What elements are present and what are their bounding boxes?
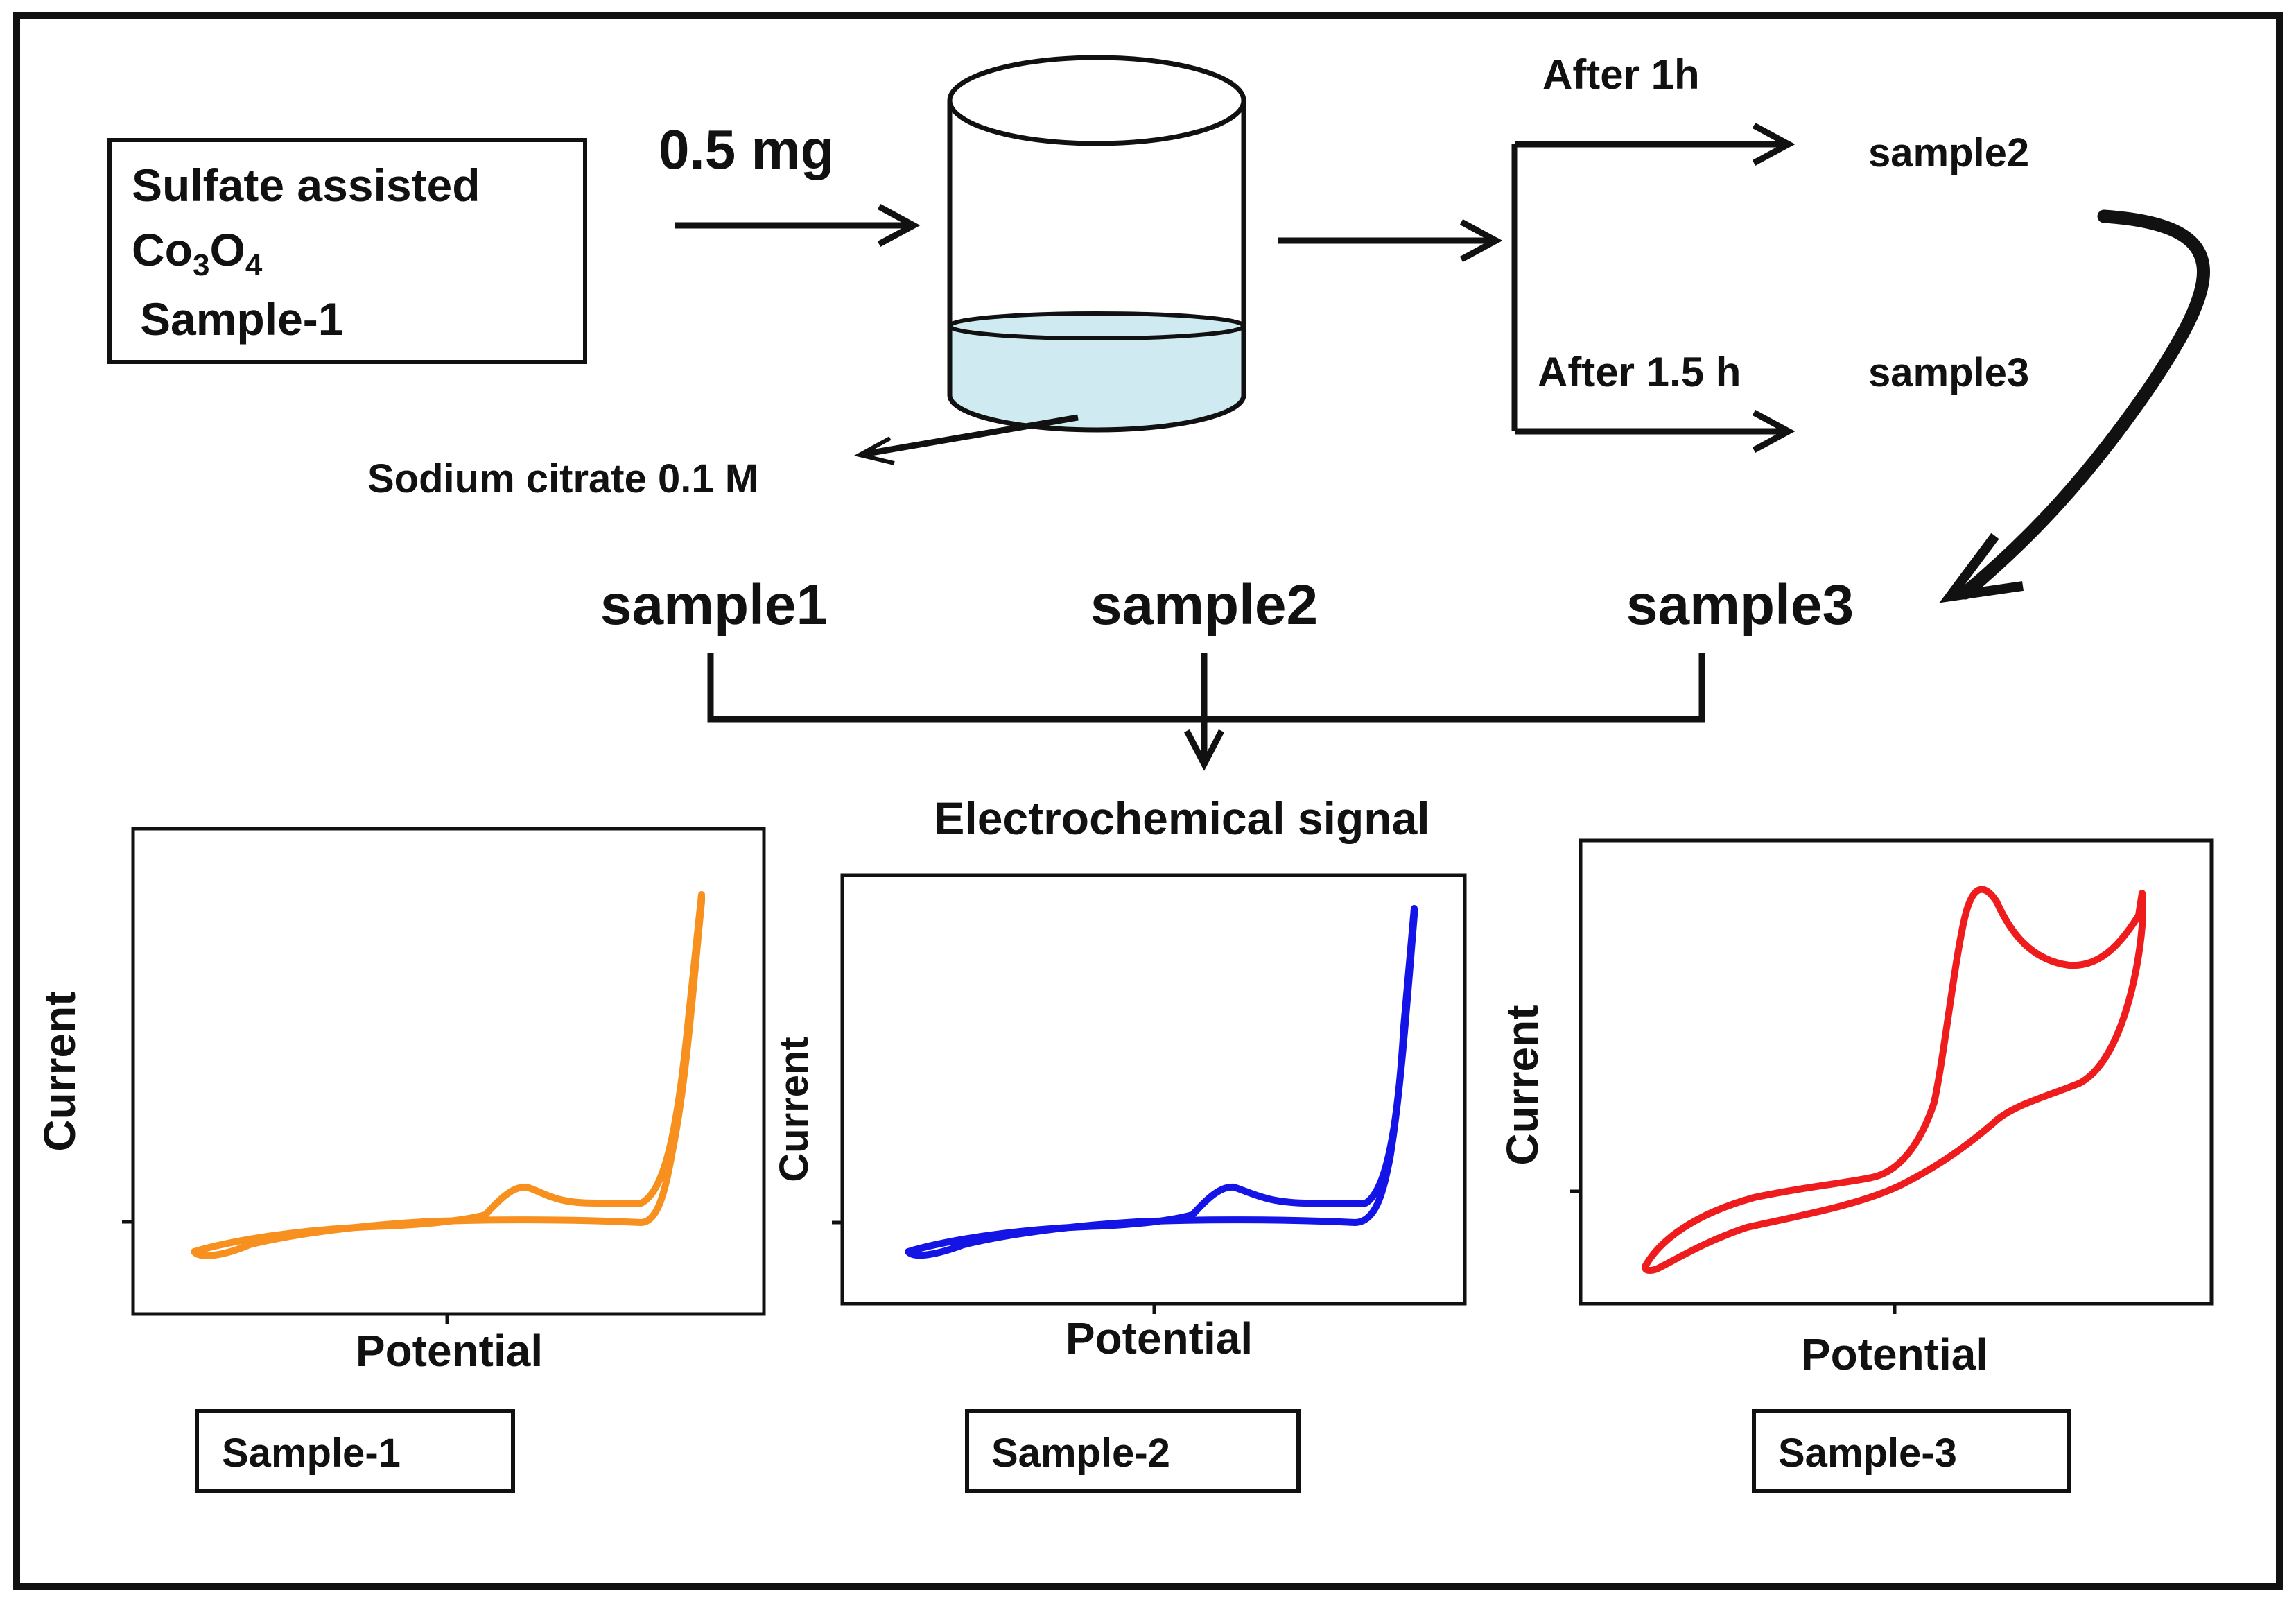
formula-co: Co [132, 224, 193, 275]
start-box-line1: Sulfate assisted [132, 159, 480, 211]
formula-o-subscript: 4 [245, 248, 263, 282]
plot-1-ylabel: Current [35, 991, 85, 1151]
plot-1-xlabel: Potential [356, 1326, 543, 1376]
caption-3-frame [1752, 1409, 2071, 1493]
branch-time-2: After 1.5 h [1538, 349, 1741, 395]
caption-1: Sample-1 [222, 1431, 401, 1476]
caption-1-frame [195, 1409, 515, 1493]
branch-bottom-arrowhead [1752, 410, 1795, 453]
signal-label: Electrochemical signal [934, 793, 1429, 844]
solution-label: Sodium citrate 0.1 M [367, 456, 758, 501]
plot-2-frame [840, 873, 1467, 1306]
plot-sample-2: Current Potential Sample-2 [772, 873, 1467, 1493]
dose-arrowhead [877, 204, 921, 247]
solution-pointer [862, 414, 1079, 458]
solution-pointer-head [853, 436, 895, 465]
plot-3-ylabel: Current [1497, 1005, 1547, 1165]
merge-sample-1: sample1 [600, 573, 828, 637]
return-arrow [1958, 209, 2210, 600]
plot-3-cv-curve [1642, 886, 2146, 1274]
plot-sample-1: Current Potential Sample-1 [35, 827, 766, 1493]
caption-2: Sample-2 [991, 1431, 1170, 1476]
branch-time-1: After 1h [1542, 51, 1700, 98]
formula-o: O [209, 224, 245, 275]
branch-top-arrowhead [1752, 123, 1795, 166]
plot-3-xlabel: Potential [1801, 1329, 1988, 1379]
plot-2-cv-curve [905, 905, 1418, 1259]
beaker-body [947, 101, 1246, 433]
formula-co-subscript: 3 [193, 248, 209, 282]
plot-1-frame [131, 827, 766, 1316]
beaker [947, 55, 1246, 433]
start-box: Sulfate assisted Co3O4 Sample-1 [107, 138, 587, 364]
outer-frame [13, 12, 2283, 1590]
merge-down-arrowhead [1184, 729, 1224, 771]
plot-sample-3: Current Potential Sample-3 [1497, 838, 2214, 1493]
beaker-rim [947, 55, 1246, 146]
return-arrowhead [1939, 533, 2024, 603]
plot-2-ylabel: Current [772, 1037, 817, 1182]
merge-sample-3: sample3 [1626, 573, 1854, 637]
caption-3: Sample-3 [1778, 1431, 1957, 1476]
caption-2-frame [965, 1409, 1301, 1493]
beaker-to-branch-arrowhead [1459, 219, 1503, 262]
dose-label: 0.5 mg [659, 119, 834, 180]
branch-sample-1: sample2 [1868, 130, 2029, 175]
start-box-line3: Sample-1 [140, 293, 343, 345]
cobalt-oxide-formula: Co3O4 [132, 224, 263, 282]
plot-1-cv-curve [191, 891, 705, 1259]
beaker-liquid [950, 313, 1244, 430]
merge-sample-2: sample2 [1090, 573, 1318, 637]
branch-sample-2: sample3 [1868, 350, 2029, 395]
plot-2-xlabel: Potential [1066, 1313, 1253, 1363]
start-box-frame [107, 138, 587, 364]
